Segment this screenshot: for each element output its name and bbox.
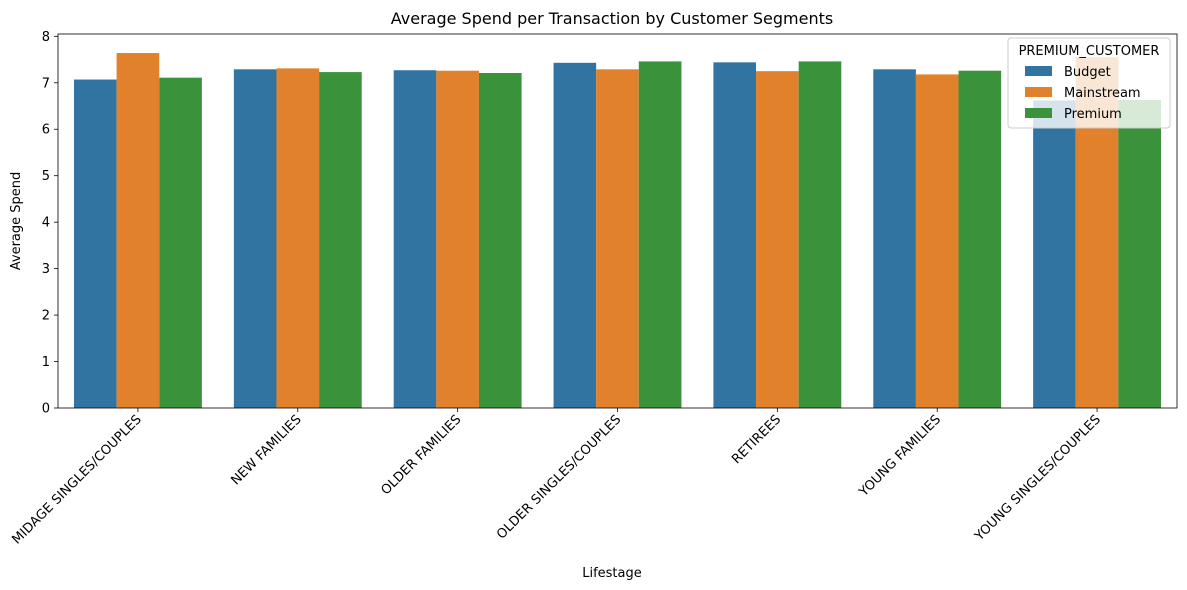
bar-budget-6 <box>873 69 916 408</box>
bar-budget-1 <box>73 79 117 409</box>
bar-budget-4 <box>553 62 597 409</box>
bar-budget-7 <box>1033 100 1076 409</box>
y-tick-label: 5 <box>42 169 50 184</box>
bar-budget-5 <box>713 62 757 409</box>
y-tick-label: 1 <box>42 355 50 370</box>
bar-premium-7 <box>1118 99 1162 409</box>
bar-premium-3 <box>478 73 522 408</box>
bar-premium-5 <box>798 61 842 408</box>
bar-mainstream-5 <box>756 71 799 409</box>
y-tick-label: 7 <box>42 76 50 91</box>
legend-swatch-budget <box>1025 66 1052 76</box>
x-axis-title: Lifestage <box>582 566 642 581</box>
legend-label-budget: Budget <box>1064 65 1111 80</box>
x-tick-label: YOUNG SINGLES/COUPLES <box>971 412 1103 544</box>
x-tick-label: MIDAGE SINGLES/COUPLES <box>10 412 145 547</box>
x-tick-label: RETIREES <box>729 412 784 467</box>
legend-label-premium: Premium <box>1064 107 1122 122</box>
bar-premium-2 <box>319 72 362 408</box>
y-axis-title: Average Spend <box>9 172 24 271</box>
bar-budget-3 <box>393 70 437 408</box>
bar-mainstream-4 <box>596 69 639 408</box>
x-tick-label: OLDER SINGLES/COUPLES <box>494 412 624 542</box>
legend-label-mainstream: Mainstream <box>1064 86 1141 101</box>
x-tick-label: OLDER FAMILIES <box>378 412 464 498</box>
bar-mainstream-1 <box>116 53 160 408</box>
bars-layer <box>73 53 1162 409</box>
x-tick-label: NEW FAMILIES <box>228 412 304 488</box>
bar-mainstream-2 <box>276 68 320 408</box>
legend-swatch-premium <box>1025 108 1052 118</box>
bar-premium-6 <box>958 70 1002 409</box>
bar-premium-1 <box>159 77 202 408</box>
y-tick-label: 3 <box>42 262 50 277</box>
y-tick-label: 8 <box>42 30 50 45</box>
legend-title: PREMIUM_CUSTOMER <box>1019 44 1160 59</box>
legend-box <box>1007 37 1171 129</box>
bar-budget-2 <box>233 69 277 408</box>
y-tick-label: 2 <box>42 309 50 324</box>
legend: PREMIUM_CUSTOMER Budget Mainstream Premium <box>1007 37 1171 129</box>
chart-title: Average Spend per Transaction by Custome… <box>391 9 833 28</box>
bar-premium-4 <box>638 61 682 408</box>
bar-mainstream-6 <box>915 74 959 409</box>
bar-mainstream-3 <box>436 70 479 409</box>
legend-swatch-mainstream <box>1025 87 1052 97</box>
x-tick-label: YOUNG FAMILIES <box>856 412 944 500</box>
y-tick-label: 0 <box>42 402 50 417</box>
y-tick-label: 4 <box>42 216 50 231</box>
y-tick-label: 6 <box>42 123 50 138</box>
